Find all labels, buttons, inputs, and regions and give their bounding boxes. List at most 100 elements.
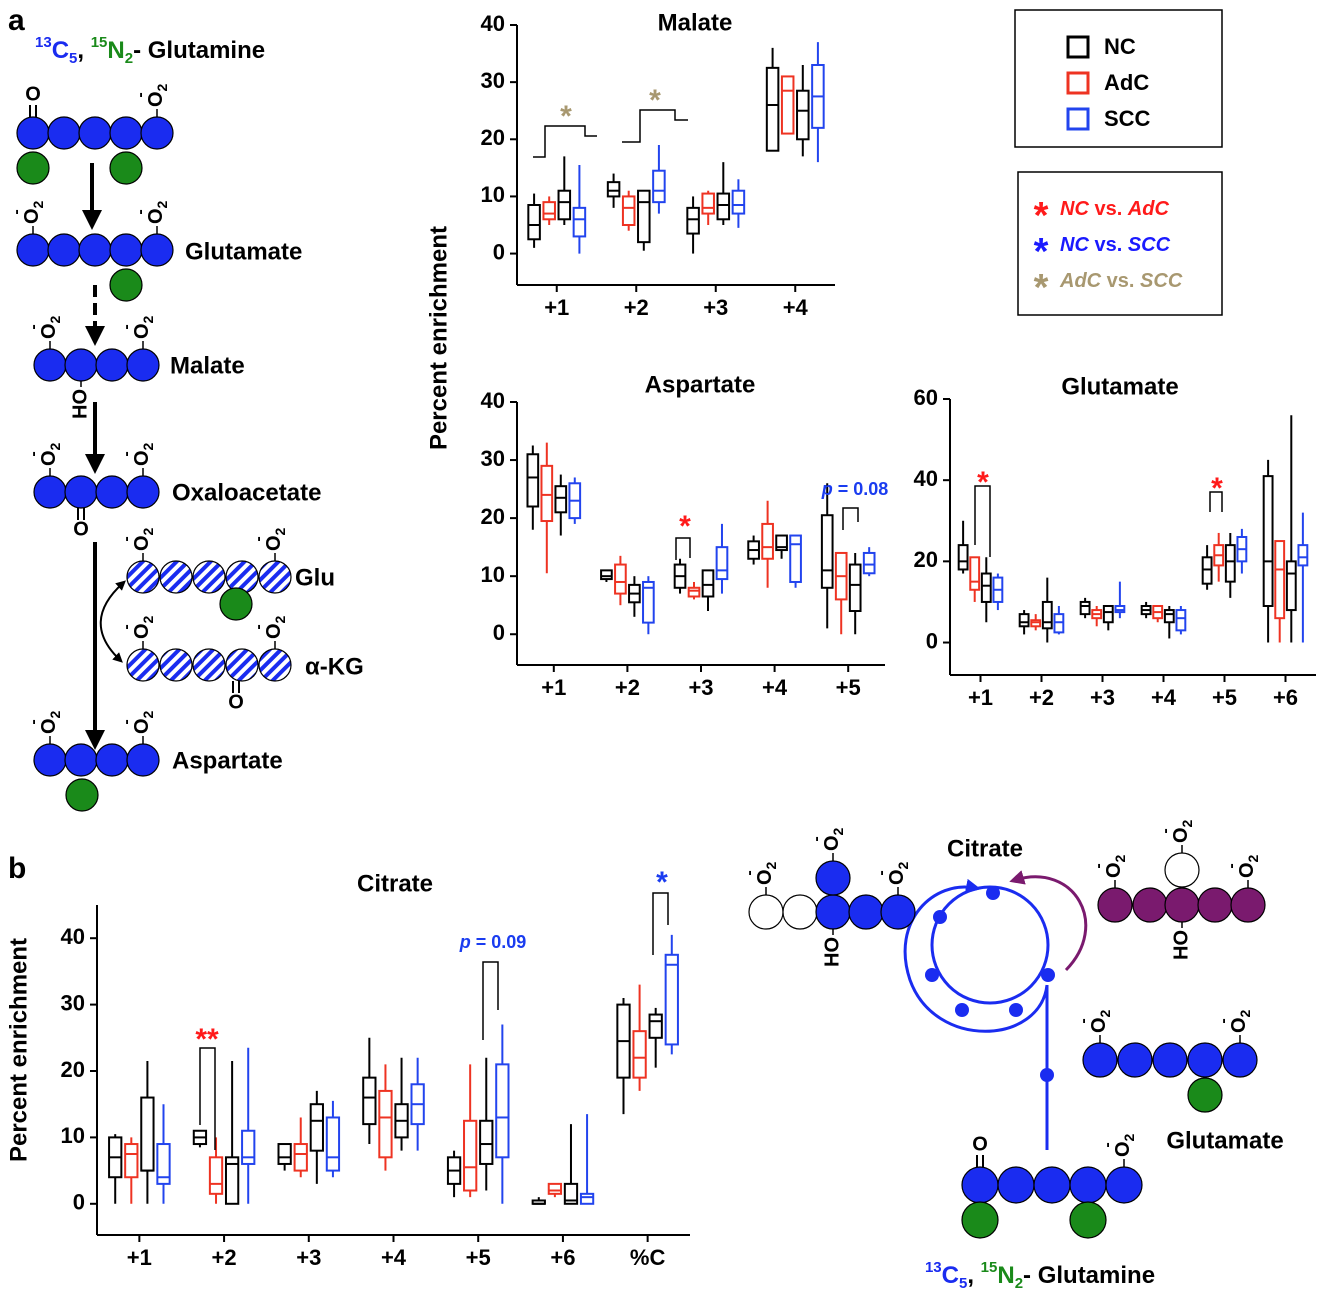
legend-swatch [1066,71,1090,95]
label-part: SCC [1140,270,1183,292]
tracer-label: 13C5, 15N2- Glutamine [925,1259,1155,1292]
label-part: - [1215,1018,1232,1023]
label-part: 5 [959,1275,967,1292]
label-part: - [8,209,25,214]
box-body [1030,619,1042,628]
box-body [664,953,679,1046]
box-body [378,1089,393,1159]
atom [47,233,81,267]
y-tick-label: 60 [914,385,938,410]
atom [65,778,99,812]
box-body [1041,600,1053,630]
label-part: 13 [925,1259,942,1276]
x-tick-label: +2 [624,295,649,320]
atom [192,648,226,682]
label-part: C [52,37,69,64]
oxygen-label: O [228,691,244,713]
oxygen-label: O2- [1099,1133,1136,1157]
box-body [495,1063,510,1159]
label-part: O [1103,862,1125,878]
box-body [648,1013,663,1039]
oxygen-label: O2- [1090,854,1127,878]
y-tick-label: 30 [481,68,505,93]
box-body [957,544,969,571]
label-part: O [131,323,153,339]
box-body [579,1192,595,1205]
significance-bracket [199,1047,216,1150]
label-part: 2 [140,615,156,623]
label-part: - [25,451,42,456]
label-part: 2 [154,200,170,208]
label-part: AdC [1127,198,1170,220]
chart-title: Citrate [357,870,433,897]
atom [64,743,98,777]
box-body [686,206,700,235]
oxygen-label: O2- [118,442,155,466]
label-part: 5 [69,50,77,67]
atom [815,894,851,930]
label-part: 2 [1245,854,1261,862]
label-part: - [250,624,267,629]
label-part: O [886,869,908,885]
atom [126,743,160,777]
box-body [715,546,729,581]
atom [1033,1166,1071,1204]
atom [1152,1042,1188,1078]
label-part: - [118,324,135,329]
label-part: 2 [47,710,63,718]
legend-label: NC [1104,34,1136,59]
atom [109,233,143,267]
x-tick-label: +6 [550,1245,575,1270]
oxygen-label: O2- [741,861,778,885]
label-part: O [821,835,843,851]
atom [1197,887,1233,923]
box-body [325,1116,341,1172]
label-part: - [741,870,758,875]
atom [748,894,784,930]
significance-bracket [974,485,991,557]
label-part: - [132,92,149,97]
box-body [540,464,554,523]
legend-star: * [1034,195,1049,237]
atom [126,348,160,382]
box-body [642,580,655,624]
box-body [1274,540,1286,620]
label-part: 15 [91,34,108,51]
molecule-label: Glutamate [1166,1127,1283,1154]
box-body [765,66,780,152]
label-part: 2 [140,527,156,535]
label-part: AdC [1059,270,1102,292]
label-part: p [821,479,833,499]
box-body [687,586,701,598]
label-part: 2 [272,615,288,623]
label-part: - [25,719,42,724]
label-part: 2 [140,442,156,450]
annotation: * [679,510,691,543]
label-part: 2 [272,527,288,535]
atom [47,116,81,150]
atom [95,475,129,509]
label-part: C [942,1262,959,1289]
annotation: ** [195,1023,219,1056]
atom [219,587,253,621]
label-part: - [118,624,135,629]
box-body [980,572,992,603]
label-part: O [38,450,60,466]
box-body [637,189,651,244]
oxygen-label: O2- [25,315,62,339]
label-part: , [967,1262,980,1289]
pathway-dot [1041,968,1055,982]
label-part: - Glutamine [1023,1262,1155,1289]
box-body [701,569,715,598]
label-part: O [1088,1017,1110,1033]
y-tick-label: 40 [914,466,938,491]
legend-swatch [1066,107,1090,131]
box-body [542,201,556,221]
box-body [140,1096,155,1172]
legend-label: NC vs. AdC [1060,198,1169,220]
box-body [780,75,795,135]
label-part: N [997,1262,1014,1289]
y-axis-label: Percent enrichment [5,938,32,1162]
atom [78,233,112,267]
